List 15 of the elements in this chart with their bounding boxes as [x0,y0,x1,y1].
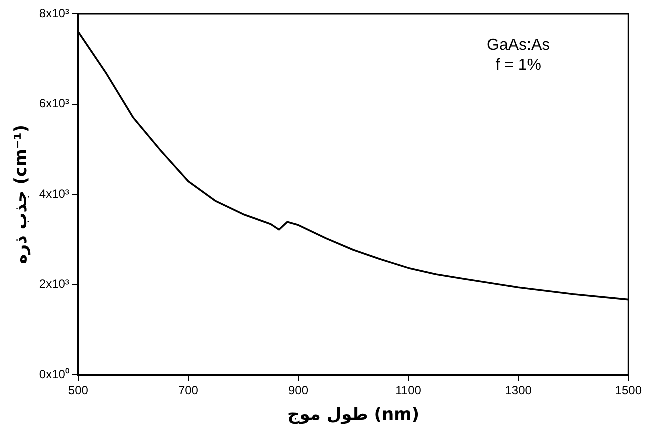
x-tick-label: 700 [178,384,199,398]
y-tick-label: 8x10³ [39,6,70,20]
x-tick-label: 900 [288,384,309,398]
x-tick-label: 1300 [505,384,532,398]
x-axis-title: طول موج (nm) [288,405,420,426]
annotation: f = 1% [496,57,542,74]
y-axis-title: جذب ذره (cm⁻¹) [12,124,32,264]
annotation: GaAs:As [487,37,550,54]
y-tick-label: 4x10³ [39,186,70,201]
x-tick-label: 500 [68,384,89,398]
y-tick-label: 6x10³ [39,96,70,111]
y-tick-label: 0x10⁰ [39,368,70,382]
y-tick-label: 2x10³ [39,277,70,292]
x-tick-label: 1500 [615,384,642,398]
x-tick-label: 1100 [396,384,422,398]
